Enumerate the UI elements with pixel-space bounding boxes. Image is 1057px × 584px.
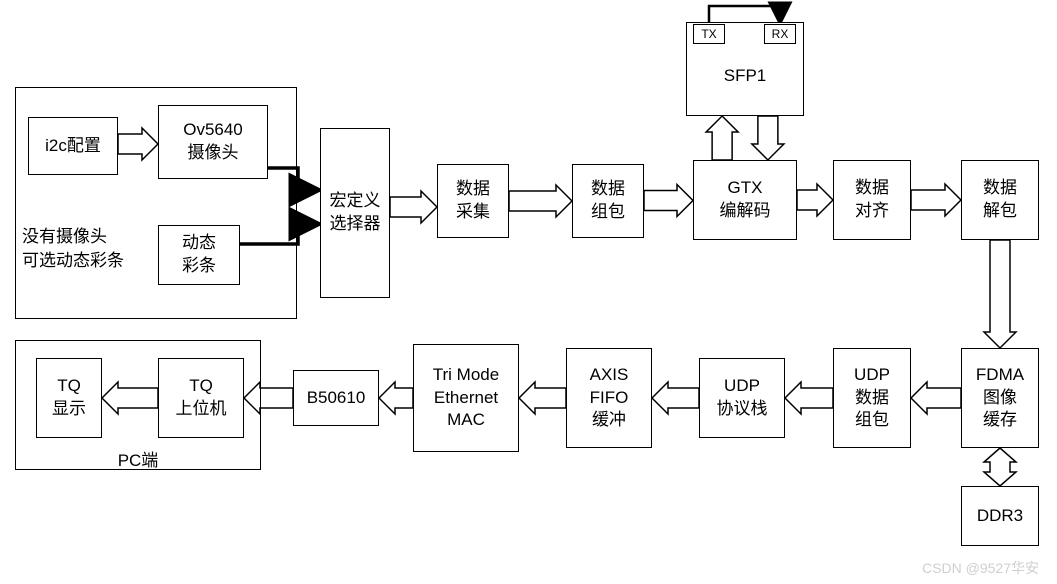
node-udp_pack: UDP数据组包 <box>833 348 911 448</box>
node-macro_sel: 宏定义选择器 <box>320 128 390 298</box>
node-data_cap: 数据采集 <box>437 164 509 238</box>
node-fdma: FDMA图像缓存 <box>961 348 1039 448</box>
node-axis_fifo: AXISFIFO缓冲 <box>566 348 652 448</box>
node-tq_host: TQ上位机 <box>158 358 244 438</box>
node-phy: B50610 <box>293 370 379 426</box>
node-tq_disp: TQ显示 <box>36 358 102 438</box>
node-pc_label: PC端 <box>15 446 261 468</box>
node-tx: TX <box>693 24 725 44</box>
node-i2c: i2c配置 <box>28 117 118 175</box>
node-trimac: Tri ModeEthernetMAC <box>413 344 519 452</box>
node-gtx: GTX编解码 <box>693 160 797 240</box>
node-colorbar: 动态彩条 <box>158 225 240 285</box>
node-camera_group_txt: 没有摄像头可选动态彩条 <box>22 225 152 285</box>
node-sfp_label: SFP1 <box>686 66 804 106</box>
watermark: CSDN @9527华安 <box>922 558 1039 578</box>
node-unpack: 数据解包 <box>961 160 1039 240</box>
node-ov5640: Ov5640摄像头 <box>158 105 268 179</box>
node-ddr3: DDR3 <box>961 486 1039 546</box>
node-align: 数据对齐 <box>833 160 911 240</box>
node-rx: RX <box>764 24 796 44</box>
node-udp_stack: UDP协议栈 <box>699 358 785 438</box>
node-data_pack: 数据组包 <box>572 164 644 238</box>
